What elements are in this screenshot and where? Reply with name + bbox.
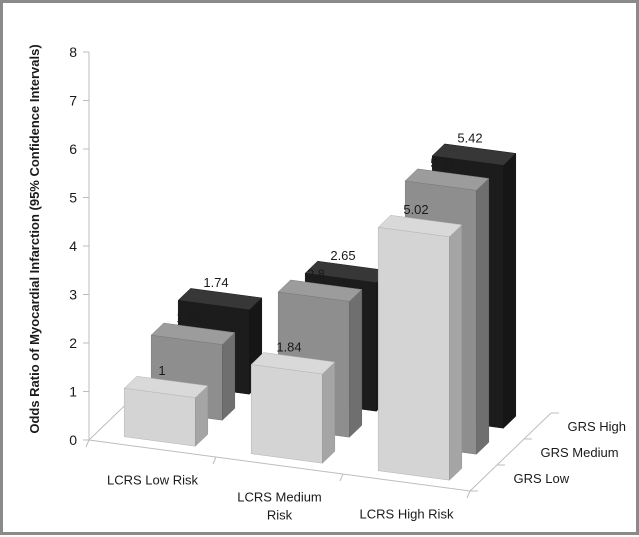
data-label: 1.56 (176, 310, 201, 325)
z-category-label: GRS Medium (541, 445, 619, 460)
data-label: 2.65 (330, 248, 355, 263)
data-label: 1 (158, 363, 165, 378)
bar-top-face (250, 352, 336, 375)
bar-top-face (431, 143, 517, 166)
bar-side-face (476, 177, 490, 455)
bar (377, 215, 463, 481)
z-category-label: GRS High (568, 419, 627, 434)
bar-top-face (404, 168, 490, 191)
x-tick (212, 456, 217, 465)
bar-side-face (449, 224, 463, 481)
data-label: 2.8 (307, 267, 325, 282)
bar-side-face (503, 152, 517, 429)
y-tick-label: 4 (69, 238, 77, 254)
bar-side-face (349, 288, 363, 438)
axes: 0 1 2 3 4 5 6 7 8 LCRS Low Risk LCRS Medium Risk LCR… (69, 44, 626, 523)
z-category-label: GRS Low (514, 471, 570, 486)
bar-top-face (150, 322, 236, 345)
x-category-label: LCRS Medium Risk (237, 490, 322, 523)
data-label: 1.84 (276, 339, 301, 354)
bar-top-face (377, 215, 463, 238)
y-tick-label: 0 (69, 432, 77, 448)
data-label: 5.44 (430, 156, 455, 171)
data-label: 5.42 (457, 131, 482, 146)
y-tick-label: 2 (69, 335, 77, 351)
y-tick-label: 8 (69, 44, 77, 60)
y-tick-label: 7 (69, 93, 77, 109)
y-tick-label: 3 (69, 287, 77, 303)
y-tick-label: 1 (69, 384, 77, 400)
bar-front-face (377, 227, 450, 481)
x-tick (466, 490, 471, 499)
y-tick-label: 5 (69, 190, 77, 206)
bar-front-face (123, 387, 196, 447)
y-tick-label: 6 (69, 141, 77, 157)
x-category-label: LCRS Low Risk (107, 473, 199, 488)
bar-top-face (277, 279, 363, 302)
labels: 1.74 2.65 5.42 1.56 2.8 5.44 1 1.84 5.02 (158, 131, 482, 378)
bars (123, 143, 517, 481)
data-label: 5.02 (403, 202, 428, 217)
bar (123, 376, 209, 447)
bar-side-face (322, 361, 336, 464)
bar-top-face (177, 288, 263, 311)
bar (250, 352, 336, 464)
bar-top-face (123, 376, 209, 398)
x-category-label: LCRS High Risk (360, 507, 454, 522)
data-label: 1.74 (203, 275, 228, 290)
y-axis-label: Odds Ratio of Myocardial Infarction (95%… (27, 44, 42, 433)
bar-front-face (250, 364, 323, 464)
x-tick (339, 473, 344, 482)
bar-side-face (222, 332, 236, 421)
x-tick (85, 439, 90, 448)
chart-svg: 0 1 2 3 4 5 6 7 8 LCRS Low Risk LCRS Medium Risk LCR… (27, 44, 626, 523)
